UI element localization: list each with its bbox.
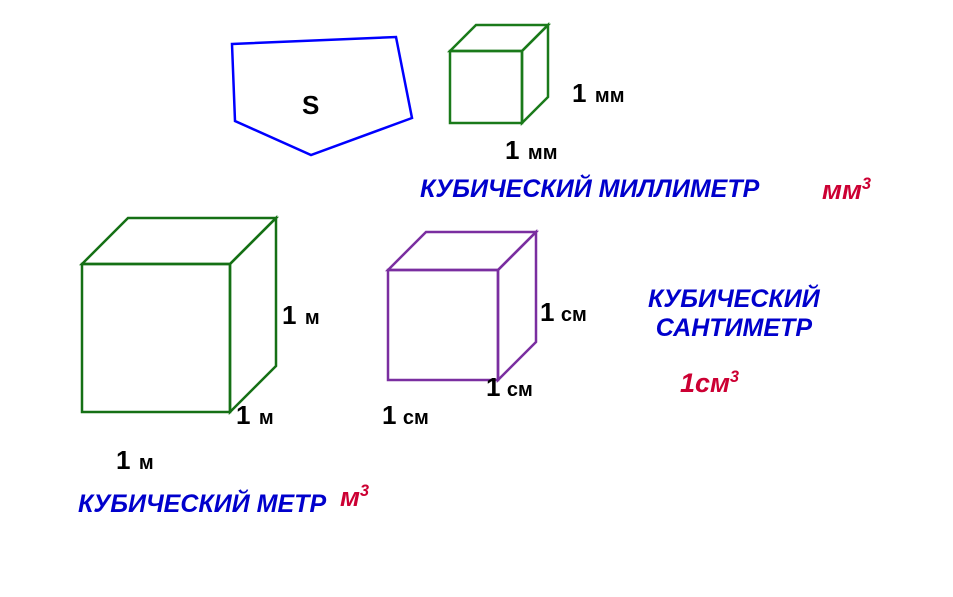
cm-title-line1: КУБИЧЕСКИЙ: [648, 285, 820, 314]
dim-unit: см: [403, 407, 429, 429]
cm-cube-unit: 1см3: [680, 368, 739, 399]
dim-unit: см: [561, 304, 587, 326]
cm-cube-right-dim: 1 см: [540, 297, 587, 328]
dim-value: 1: [382, 400, 396, 430]
unit-base: 1см: [680, 368, 730, 398]
diagram: { "pentagon": { "label": "S", "points": …: [0, 0, 953, 597]
cm-title-line2: САНТИМЕТР: [648, 314, 820, 343]
dim-value: 1: [540, 297, 554, 327]
unit-exp: 3: [730, 368, 739, 386]
dim-unit: см: [507, 379, 533, 401]
dim-value: 1: [486, 372, 500, 402]
cm-cube-bottom-dim: 1 см: [382, 400, 429, 431]
cm-cube-title: КУБИЧЕСКИЙ САНТИМЕТР: [648, 285, 820, 343]
cm-cube-diag-dim: 1 см: [486, 372, 533, 403]
